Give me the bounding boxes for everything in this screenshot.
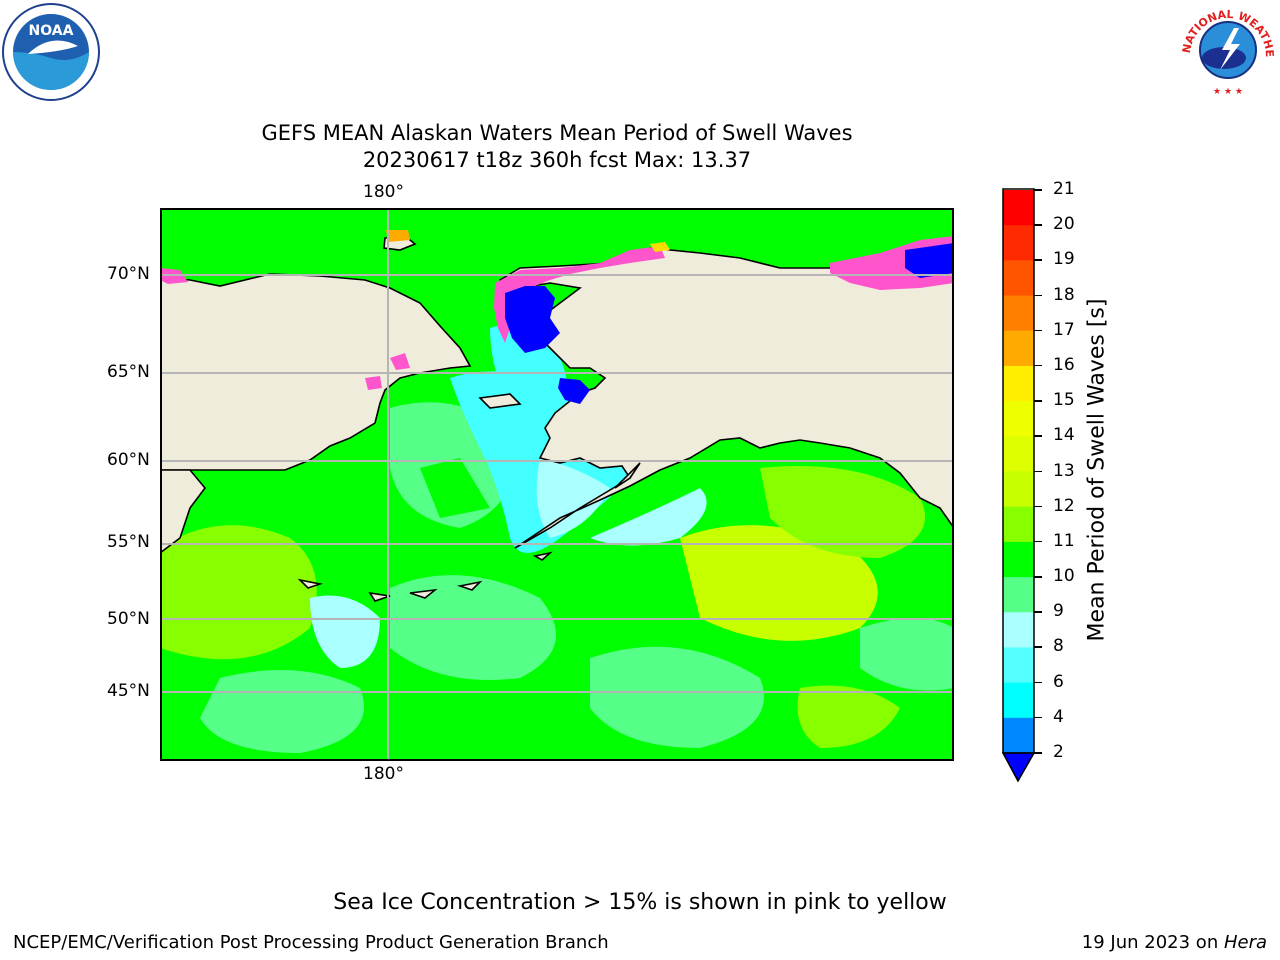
colorbar-tick-label: 15 — [1053, 390, 1075, 411]
colorbar-tick-label: 12 — [1053, 495, 1075, 516]
colorbar-segment — [1003, 612, 1034, 648]
colorbar-tick-label: 14 — [1053, 425, 1075, 446]
map-frame — [160, 208, 954, 761]
colorbar-tick-mark — [1034, 752, 1042, 754]
colorbar-segment — [1003, 436, 1034, 472]
colorbar-tick-label: 10 — [1053, 566, 1075, 587]
colorbar-segment — [1003, 225, 1034, 261]
colorbar-tick-label: 9 — [1053, 601, 1064, 622]
colorbar-tick-mark — [1034, 400, 1042, 402]
colorbar-tick-label: 21 — [1053, 179, 1075, 199]
colorbar-tick-mark — [1034, 681, 1042, 684]
graticule — [160, 208, 954, 761]
colorbar-tick-label: 6 — [1053, 671, 1064, 692]
colorbar-tick-mark — [1034, 716, 1042, 719]
colorbar-tick-label: 8 — [1053, 636, 1064, 657]
lon-label-top: 180° — [363, 182, 404, 202]
plot-title-line1: GEFS MEAN Alaskan Waters Mean Period of … — [261, 121, 853, 145]
colorbar-segment — [1003, 682, 1034, 719]
plot-title-line2: 20230617 t18z 360h fcst Max: 13.37 — [362, 148, 752, 172]
sea-ice — [160, 230, 954, 404]
colorbar-segment — [1003, 260, 1034, 297]
lat-label-50: 50°N — [107, 609, 150, 629]
colorbar-segment — [1003, 647, 1034, 684]
lon-label-bottom: 180° — [363, 764, 404, 784]
lat-label-55: 55°N — [107, 532, 150, 552]
colorbar-label: Mean Period of Swell Waves [s] — [1084, 298, 1110, 642]
swell-period-field — [160, 324, 954, 753]
colorbar-segment — [1003, 365, 1034, 402]
colorbar-tick-mark — [1034, 611, 1042, 613]
colorbar-tick-mark — [1034, 646, 1042, 648]
noaa-logo-text: NOAA — [29, 23, 74, 39]
colorbar-segment — [1003, 401, 1034, 437]
colorbar-tick-mark — [1034, 576, 1042, 578]
nws-logo: NATIONAL WEATHER SERVICE ★ ★ ★ — [1176, 0, 1276, 97]
svg-text:★ ★ ★: ★ ★ ★ — [1213, 87, 1243, 97]
colorbar-tick-label: 11 — [1053, 530, 1075, 551]
lat-label-70: 70°N — [107, 264, 150, 284]
colorbar-tick-label: 20 — [1053, 214, 1075, 235]
colorbar-tick-label: 17 — [1053, 319, 1075, 340]
colorbar-segment — [1003, 506, 1034, 543]
colorbar-tick-mark — [1034, 329, 1042, 332]
colorbar-segment — [1003, 577, 1034, 613]
colorbar-tick-mark — [1034, 224, 1042, 226]
colorbar-segment — [1003, 190, 1034, 226]
footer-host: Hera — [1223, 932, 1267, 953]
colorbar-tick-mark — [1034, 364, 1042, 367]
lat-label-45: 45°N — [107, 681, 150, 701]
lat-label-60: 60°N — [107, 450, 150, 470]
colorbar-tick-label: 4 — [1053, 706, 1064, 727]
colorbar-tick-label: 2 — [1053, 742, 1064, 762]
colorbar — [1002, 188, 1036, 783]
colorbar-tick-label: 19 — [1053, 249, 1075, 270]
colorbar-tick-mark — [1034, 189, 1042, 191]
colorbar-segment — [1003, 471, 1034, 508]
noaa-logo: NOAA — [2, 3, 100, 101]
lat-label-65: 65°N — [107, 362, 150, 382]
colorbar-tick-mark — [1034, 505, 1042, 508]
colorbar-tick-mark — [1034, 259, 1042, 261]
sea-ice-note: Sea Ice Concentration > 15% is shown in … — [333, 890, 947, 915]
colorbar-tick-label: 13 — [1053, 460, 1075, 481]
colorbar-tick-mark — [1034, 294, 1042, 297]
colorbar-segment — [1003, 295, 1034, 332]
colorbar-segment — [1003, 541, 1034, 578]
colorbar-tick-label: 16 — [1053, 354, 1075, 375]
colorbar-tick-mark — [1034, 470, 1042, 472]
colorbar-tick-mark — [1034, 435, 1042, 437]
footer-date: 19 Jun 2023 on Hera — [1082, 932, 1267, 953]
footer-credit: NCEP/EMC/Verification Post Processing Pr… — [13, 932, 609, 953]
map-panel — [160, 208, 954, 761]
colorbar-segment — [1003, 330, 1034, 367]
colorbar-tick-label: 18 — [1053, 284, 1075, 305]
colorbar-tick-mark — [1034, 540, 1042, 543]
footer-date-text: 19 Jun 2023 on — [1081, 932, 1224, 953]
colorbar-segment — [1003, 717, 1034, 754]
